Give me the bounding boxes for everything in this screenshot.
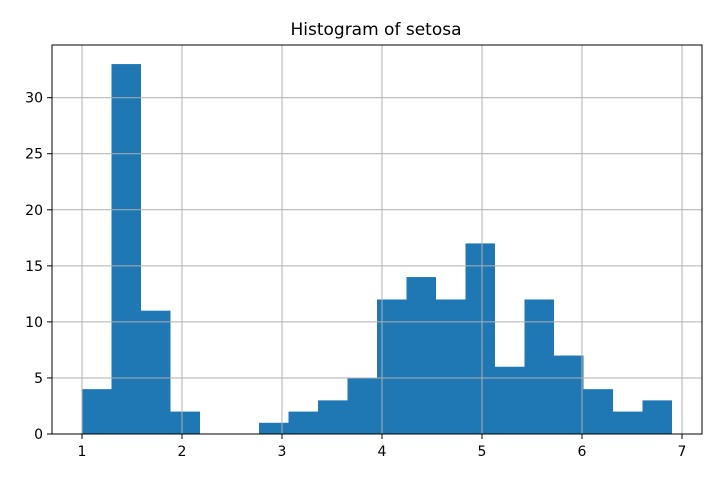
histogram-bar xyxy=(111,64,141,434)
y-tick-label: 30 xyxy=(25,91,43,107)
histogram-bars xyxy=(82,64,672,434)
x-tick-label: 6 xyxy=(578,444,587,460)
histogram-bar xyxy=(554,355,584,434)
histogram-bar xyxy=(436,299,466,434)
histogram-bar xyxy=(583,389,613,434)
x-tick-label: 5 xyxy=(478,444,487,460)
y-tick-label: 0 xyxy=(34,427,43,443)
histogram-bar xyxy=(377,299,407,434)
plot-frame xyxy=(51,44,703,435)
y-tick-label: 10 xyxy=(25,315,43,331)
x-tick-label: 7 xyxy=(678,444,687,460)
x-axis-ticks: 1 2 3 4 5 6 7 xyxy=(78,434,687,460)
histogram-bar xyxy=(465,243,495,434)
histogram-bar xyxy=(613,411,643,434)
y-tick-label: 25 xyxy=(25,147,43,163)
histogram-bar xyxy=(141,310,171,434)
histogram-bar xyxy=(170,411,200,434)
histogram-bar xyxy=(82,389,112,434)
histogram-bar xyxy=(259,422,289,434)
histogram-bar xyxy=(642,400,672,434)
y-tick-label: 20 xyxy=(25,203,43,219)
histogram-bar xyxy=(288,411,318,434)
y-tick-label: 15 xyxy=(25,259,43,275)
x-tick-label: 3 xyxy=(278,444,287,460)
grid-lines xyxy=(52,45,702,435)
histogram-bar xyxy=(495,366,525,434)
x-tick-label: 4 xyxy=(378,444,387,460)
histogram-bar xyxy=(406,277,436,434)
chart-title: Histogram of setosa xyxy=(290,20,461,40)
histogram-bar xyxy=(524,299,554,434)
y-tick-label: 5 xyxy=(34,371,43,387)
histogram-bar xyxy=(318,400,348,434)
histogram-bar xyxy=(347,377,377,434)
x-tick-label: 1 xyxy=(78,444,87,460)
y-axis-ticks: 0 5 10 15 20 25 30 xyxy=(25,91,52,443)
x-tick-label: 2 xyxy=(178,444,187,460)
